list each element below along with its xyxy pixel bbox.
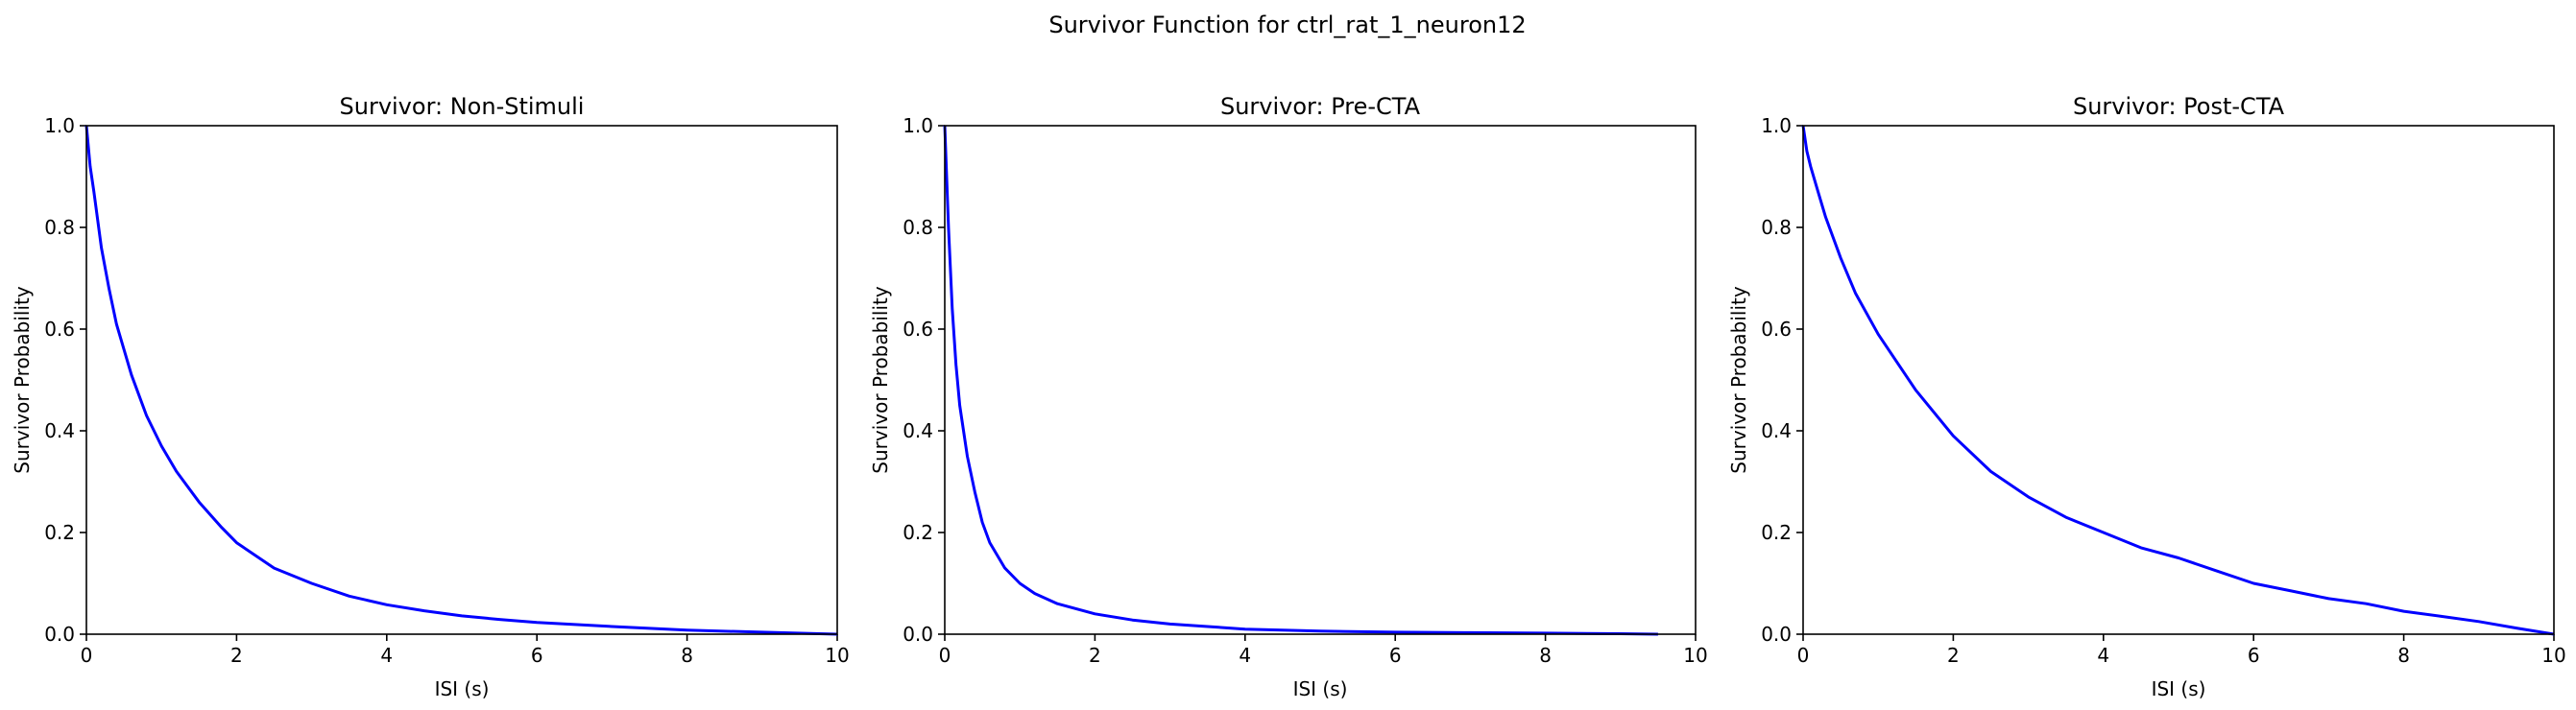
plot-frame bbox=[1802, 125, 2555, 635]
panel-non-stimuli: Survivor: Non-Stimuli ISI (s) Survivor P… bbox=[11, 93, 850, 700]
y-tick-label: 0.2 bbox=[903, 521, 933, 544]
y-tick-label: 0.0 bbox=[44, 623, 75, 646]
x-tick-label: 6 bbox=[531, 644, 543, 667]
axis-ticks: 0 2 4 6 8 10 0.0 0.2 0.4 0.6 0.8 1.0 bbox=[44, 114, 850, 667]
panel-pre-cta: Survivor: Pre-CTA ISI (s) Survivor Proba… bbox=[869, 93, 1708, 700]
x-tick-label: 2 bbox=[230, 644, 243, 667]
y-tick-label: 0.4 bbox=[44, 419, 75, 442]
x-tick-label: 8 bbox=[681, 644, 693, 667]
x-tick-label: 6 bbox=[1389, 644, 1402, 667]
y-tick-label: 0.2 bbox=[44, 521, 75, 544]
x-tick-label: 2 bbox=[1947, 644, 1960, 667]
axis-ticks: 0 2 4 6 8 10 0.0 0.2 0.4 0.6 0.8 1.0 bbox=[1761, 114, 2566, 667]
panel-title: Survivor: Pre-CTA bbox=[1220, 93, 1421, 120]
x-tick-label: 4 bbox=[2097, 644, 2109, 667]
y-tick-label: 0.6 bbox=[903, 318, 933, 341]
panel-title: Survivor: Non-Stimuli bbox=[340, 93, 585, 120]
survivor-curve-line bbox=[943, 125, 1658, 636]
x-tick-label: 8 bbox=[2397, 644, 2410, 667]
x-tick-label: 0 bbox=[939, 644, 951, 667]
y-tick-label: 0.8 bbox=[44, 216, 75, 239]
survivor-curve-line bbox=[84, 125, 838, 636]
y-axis-label: Survivor Probability bbox=[11, 286, 34, 474]
y-tick-label: 0.8 bbox=[903, 216, 933, 239]
x-tick-label: 10 bbox=[1683, 644, 1707, 667]
x-tick-label: 4 bbox=[380, 644, 393, 667]
x-tick-label: 6 bbox=[2248, 644, 2260, 667]
y-axis-label: Survivor Probability bbox=[869, 286, 892, 474]
x-tick-label: 8 bbox=[1539, 644, 1552, 667]
plot-frame bbox=[944, 125, 1697, 635]
x-tick-label: 10 bbox=[2541, 644, 2565, 667]
y-tick-label: 0.6 bbox=[44, 318, 75, 341]
panel-post-cta: Survivor: Post-CTA ISI (s) Survivor Prob… bbox=[1727, 93, 2566, 700]
x-axis-label: ISI (s) bbox=[1293, 677, 1348, 700]
y-axis-label: Survivor Probability bbox=[1727, 286, 1750, 474]
axis-ticks: 0 2 4 6 8 10 0.0 0.2 0.4 0.6 0.8 1.0 bbox=[903, 114, 1708, 667]
x-axis-label: ISI (s) bbox=[435, 677, 490, 700]
y-tick-label: 0.2 bbox=[1761, 521, 1792, 544]
y-tick-label: 0.6 bbox=[1761, 318, 1792, 341]
y-tick-label: 1.0 bbox=[44, 114, 75, 137]
x-tick-label: 0 bbox=[1797, 644, 1810, 667]
x-axis-label: ISI (s) bbox=[2152, 677, 2206, 700]
y-tick-label: 0.8 bbox=[1761, 216, 1792, 239]
y-tick-label: 0.4 bbox=[1761, 419, 1792, 442]
survivor-curve-line bbox=[1801, 125, 2555, 636]
x-tick-label: 4 bbox=[1239, 644, 1251, 667]
y-tick-label: 0.0 bbox=[1761, 623, 1792, 646]
panel-title: Survivor: Post-CTA bbox=[2073, 93, 2285, 120]
figure-suptitle: Survivor Function for ctrl_rat_1_neuron1… bbox=[1048, 12, 1526, 38]
x-tick-label: 2 bbox=[1089, 644, 1101, 667]
y-tick-label: 1.0 bbox=[1761, 114, 1792, 137]
y-tick-label: 1.0 bbox=[903, 114, 933, 137]
x-tick-label: 0 bbox=[81, 644, 93, 667]
plot-frame bbox=[85, 125, 838, 635]
x-tick-label: 10 bbox=[825, 644, 849, 667]
y-tick-label: 0.0 bbox=[903, 623, 933, 646]
y-tick-label: 0.4 bbox=[903, 419, 933, 442]
